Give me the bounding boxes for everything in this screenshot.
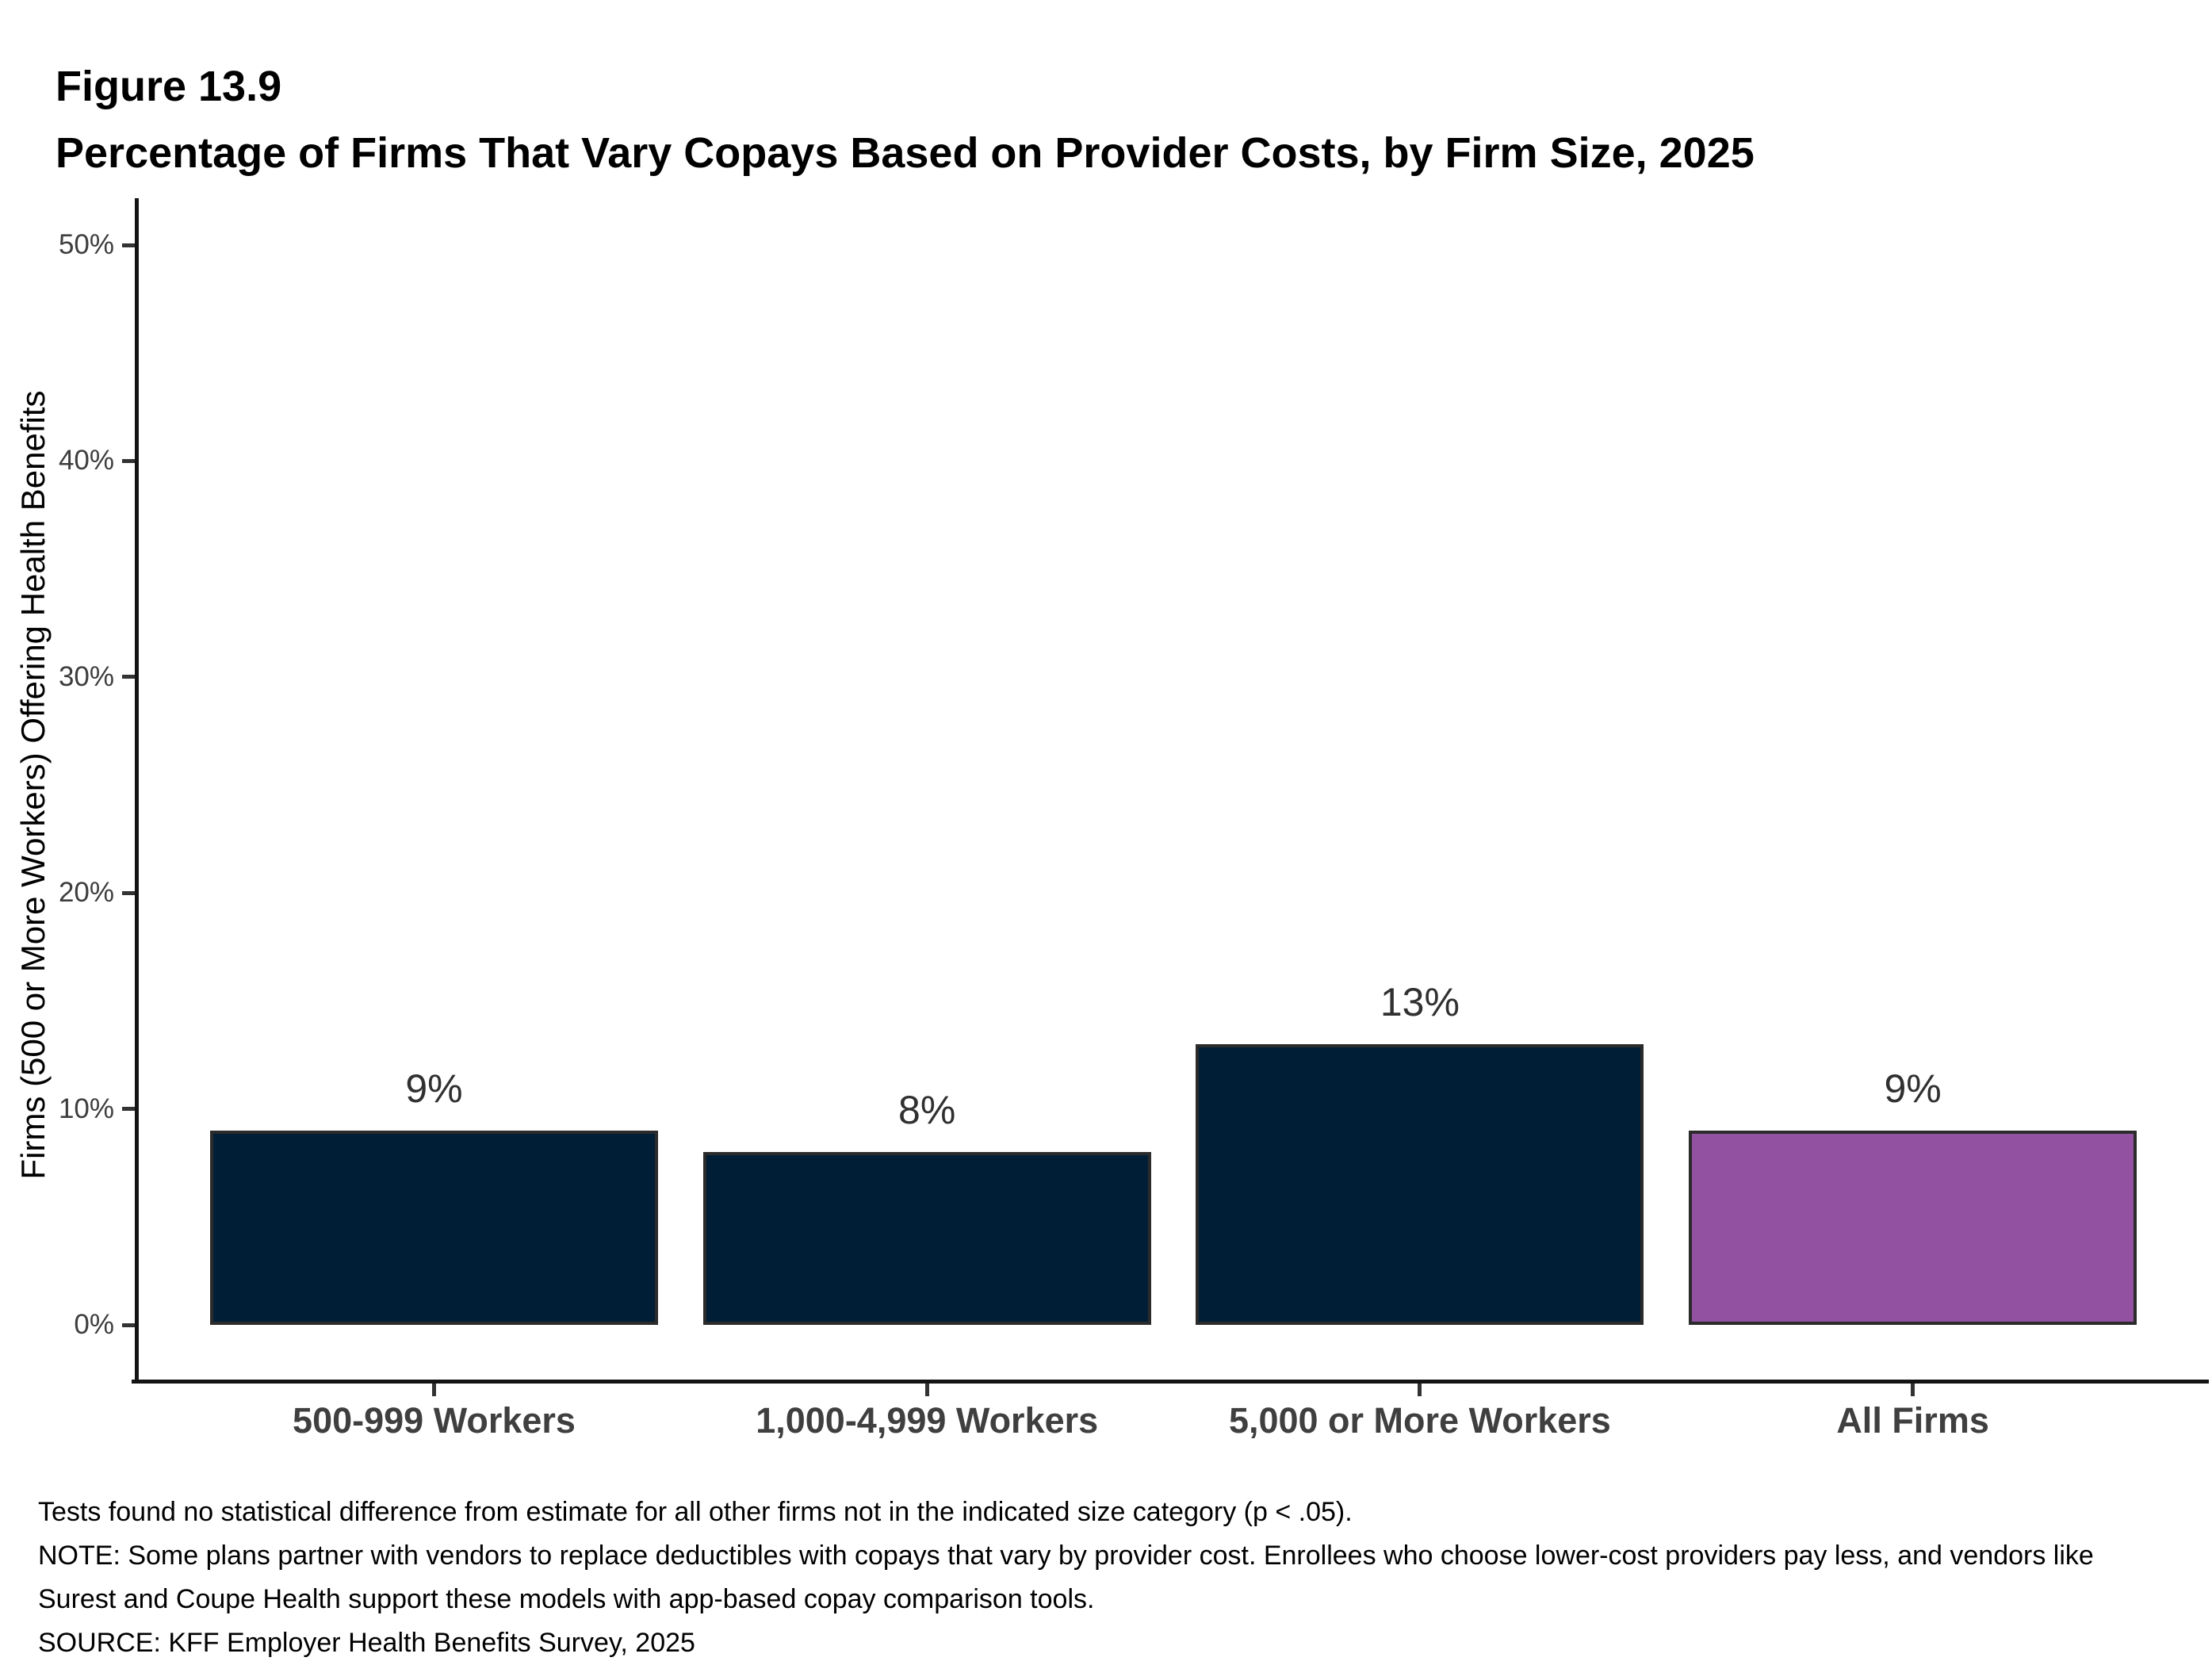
y-tick-10% (122, 1107, 135, 1112)
bar-5-000-or-more-workers (1196, 1043, 1644, 1325)
y-tick-label-50%: 50% (58, 229, 114, 260)
bar-all-firms (1689, 1130, 2137, 1325)
bar-1-000-4-999-workers (702, 1152, 1151, 1325)
x-category-label-1-000-4-999-workers: 1,000-4,999 Workers (756, 1400, 1099, 1441)
y-tick-40% (122, 458, 135, 463)
x-category-label-500-999-workers: 500-999 Workers (293, 1400, 576, 1441)
figure-title: Percentage of Firms That Vary Copays Bas… (55, 129, 1755, 177)
figure-number: Figure 13.9 (55, 63, 282, 110)
bar-500-999-workers (210, 1130, 658, 1325)
y-tick-label-30%: 30% (58, 660, 114, 692)
value-label-500-999-workers: 9% (405, 1066, 463, 1111)
y-tick-label-10%: 10% (58, 1093, 114, 1124)
x-tick-5-000-or-more-workers (1418, 1384, 1422, 1396)
y-axis-line (135, 198, 139, 1384)
value-label-5-000-or-more-workers: 13% (1380, 979, 1460, 1024)
value-label-1-000-4-999-workers: 8% (898, 1088, 956, 1133)
value-label-all-firms: 9% (1884, 1066, 1942, 1111)
y-tick-20% (122, 890, 135, 895)
y-tick-30% (122, 675, 135, 679)
y-tick-0% (122, 1322, 135, 1327)
y-tick-label-0%: 0% (74, 1309, 114, 1340)
x-tick-1-000-4-999-workers (924, 1384, 929, 1396)
x-category-label-all-firms: All Firms (1836, 1400, 1989, 1441)
stat-note: Tests found no statistical difference fr… (38, 1497, 1353, 1527)
source-note: SOURCE: KFF Employer Health Benefits Sur… (38, 1628, 695, 1658)
x-tick-all-firms (1911, 1384, 1915, 1396)
y-tick-50% (122, 243, 135, 247)
note: NOTE: Some plans partner with vendors to… (38, 1541, 2094, 1614)
x-tick-500-999-workers (432, 1384, 436, 1396)
y-axis-title: Firms (500 or More Workers) Offering Hea… (14, 390, 52, 1180)
x-axis-line (132, 1380, 2209, 1384)
y-tick-label-40%: 40% (58, 445, 114, 477)
y-tick-label-20%: 20% (58, 877, 114, 909)
x-category-label-5-000-or-more-workers: 5,000 or More Workers (1228, 1400, 1611, 1441)
footnotes: Tests found no statistical difference fr… (38, 1491, 2131, 1665)
